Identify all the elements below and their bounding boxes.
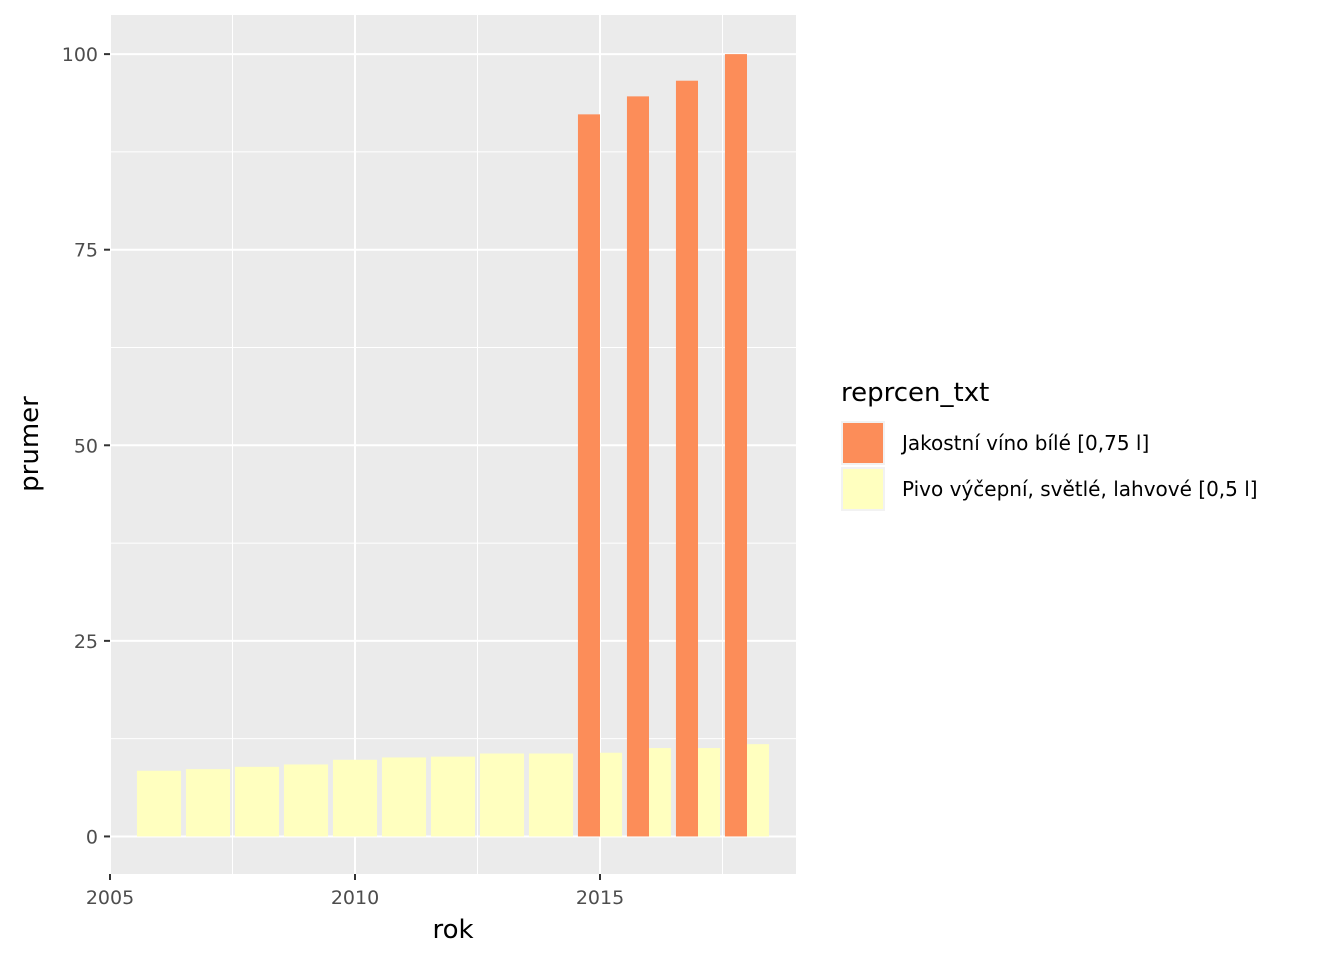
bar-pivo-2009 <box>283 764 329 837</box>
y-tick-label: 25 <box>74 631 98 653</box>
legend-label: Pivo výčepní, světlé, lahvové [0,5 l] <box>902 477 1258 501</box>
bar-pivo-2017 <box>698 748 721 837</box>
y-tick-label: 100 <box>62 44 98 66</box>
bar-pivo-2016 <box>649 748 672 837</box>
bar-pivo-2011 <box>381 757 427 837</box>
bar-vino-2018 <box>724 54 747 837</box>
y-tick-label: 0 <box>86 826 98 848</box>
bars <box>136 54 770 837</box>
y-tick-label: 50 <box>74 435 98 457</box>
bar-pivo-2018 <box>747 744 770 837</box>
x-tick-label: 2005 <box>86 887 134 909</box>
legend-title: reprcen_txt <box>841 378 989 408</box>
bar-vino-2017 <box>675 80 698 837</box>
axes: 0 25 50 75 100 2005 2010 2015 <box>62 44 624 909</box>
legend-items: Jakostní víno bílé [0,75 l] Pivo výčepní,… <box>841 421 1258 511</box>
bar-pivo-2013 <box>479 753 525 837</box>
bar-pivo-2006 <box>136 770 182 837</box>
bar-pivo-2015 <box>600 752 623 837</box>
x-tick-label: 2015 <box>576 887 624 909</box>
legend-swatch <box>843 423 883 463</box>
legend-swatch <box>843 469 883 509</box>
legend-label: Jakostní víno bílé [0,75 l] <box>900 431 1149 455</box>
bar-pivo-2007 <box>185 769 231 837</box>
x-axis-title: rok <box>432 915 473 945</box>
bar-pivo-2014 <box>528 753 574 837</box>
y-tick-label: 75 <box>74 240 98 262</box>
bar-pivo-2008 <box>234 766 280 837</box>
bar-pivo-2010 <box>332 759 378 837</box>
bar-vino-2015 <box>577 114 600 837</box>
bar-pivo-2012 <box>430 756 476 837</box>
y-axis-title: prumer <box>15 396 45 492</box>
legend: reprcen_txt Jakostní víno bílé [0,75 l] P… <box>841 378 1258 511</box>
bar-vino-2016 <box>626 96 649 837</box>
x-tick-label: 2010 <box>331 887 379 909</box>
